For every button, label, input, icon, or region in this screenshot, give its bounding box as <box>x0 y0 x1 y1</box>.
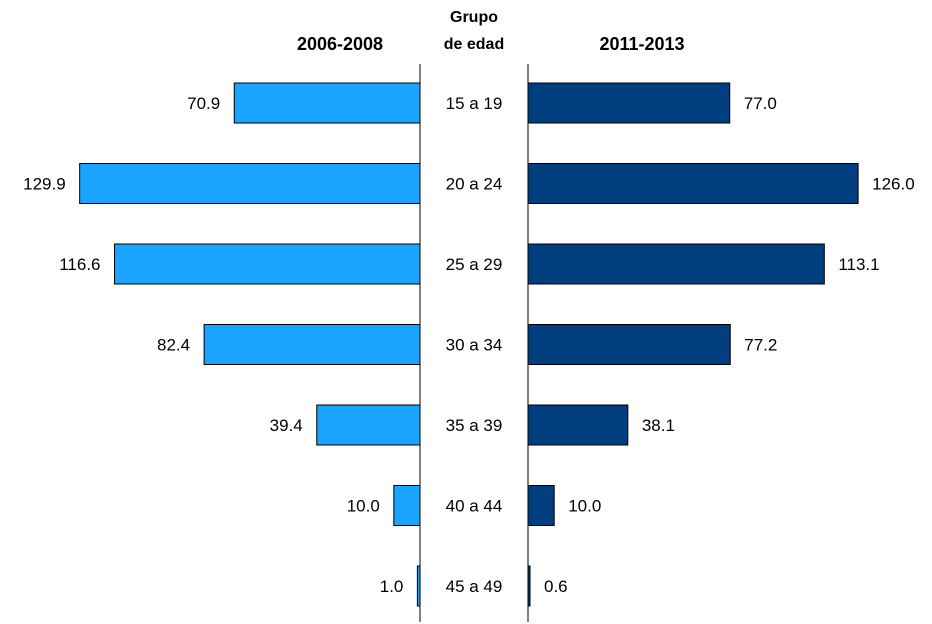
center-title-line2: de edad <box>444 36 504 53</box>
value-label-2011-2013: 113.1 <box>838 255 879 274</box>
value-label-2006-2008: 82.4 <box>157 336 190 355</box>
value-label-2006-2008: 70.9 <box>187 94 220 113</box>
bar-2006-2008 <box>114 243 421 285</box>
category-label: 45 a 49 <box>446 577 503 596</box>
category-label: 30 a 34 <box>446 336 503 355</box>
category-label: 15 a 19 <box>446 94 503 113</box>
bar-2011-2013 <box>527 565 531 607</box>
bar-2011-2013 <box>527 485 555 526</box>
bar-2006-2008 <box>203 324 421 365</box>
category-label: 40 a 44 <box>446 497 503 516</box>
bar-2006-2008 <box>316 404 421 446</box>
bar-2011-2013 <box>527 82 731 124</box>
bar-2011-2013 <box>527 324 731 365</box>
value-label-2011-2013: 0.6 <box>544 577 568 596</box>
value-label-2011-2013: 38.1 <box>642 416 675 435</box>
category-label: 35 a 39 <box>446 416 503 435</box>
value-label-2006-2008: 39.4 <box>270 416 303 435</box>
category-label: 25 a 29 <box>446 255 503 274</box>
bar-2011-2013 <box>527 243 825 285</box>
value-label-2006-2008: 116.6 <box>59 255 100 274</box>
right-series-title: 2011-2013 <box>599 34 684 54</box>
value-label-2011-2013: 77.2 <box>744 336 777 355</box>
bar-2006-2008 <box>393 485 421 526</box>
value-label-2011-2013: 126.0 <box>872 175 915 194</box>
bar-2011-2013 <box>527 404 629 446</box>
value-label-2006-2008: 129.9 <box>23 175 66 194</box>
value-label-2006-2008: 10.0 <box>347 497 380 516</box>
category-label: 20 a 24 <box>446 175 503 194</box>
bar-2006-2008 <box>416 565 421 607</box>
value-label-2006-2008: 1.0 <box>380 577 404 596</box>
chart-marks: 15 a 19 70.9 77.0 20 a 24 129.9 126.0 25 a 29 1… <box>23 82 915 607</box>
bar-2006-2008 <box>233 82 421 124</box>
bar-2006-2008 <box>79 163 421 204</box>
value-label-2011-2013: 77.0 <box>744 94 777 113</box>
center-title-line1: Grupo <box>450 9 498 26</box>
bar-2011-2013 <box>527 163 859 204</box>
left-series-title: 2006-2008 <box>297 34 383 54</box>
value-label-2011-2013: 10.0 <box>568 497 601 516</box>
